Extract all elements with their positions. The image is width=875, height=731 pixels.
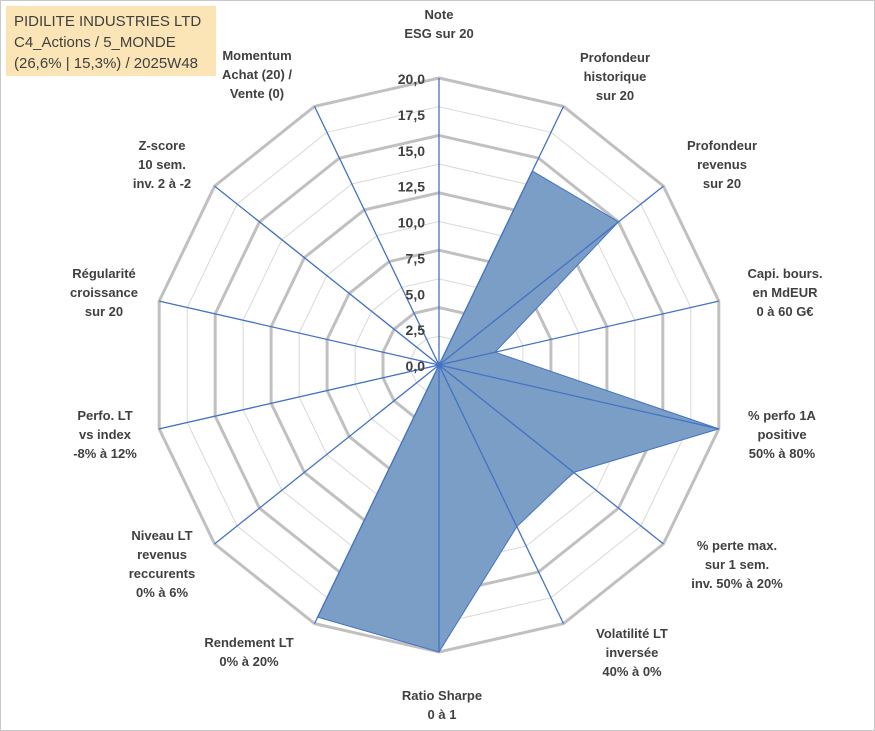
tick-label: 5,0	[406, 286, 426, 302]
axis-label-line: Achat (20) /	[222, 67, 292, 82]
axis-label: % perte max. sur 1 sem. inv. 50% à 20%	[691, 538, 783, 591]
axis-label: Profondeur revenus sur 20	[687, 138, 757, 191]
axis-spoke	[438, 364, 664, 545]
axis-label-line: % perte max.	[697, 538, 777, 553]
axis-label-line: vs index	[79, 427, 132, 442]
tick-label: 10,0	[398, 215, 425, 231]
axis-label-line: 0 à 60 G€	[756, 304, 813, 319]
axis-label: % perfo 1A positive 50% à 80%	[748, 408, 817, 461]
axis-label-line: Vente (0)	[230, 86, 284, 101]
axis-spoke	[438, 364, 565, 624]
axis-label-line: Momentum	[222, 48, 291, 63]
company-name: PIDILITE INDUSTRIES LTD	[14, 13, 202, 30]
axis-label-line: 50% à 80%	[749, 446, 816, 461]
axis-spoke	[438, 185, 664, 366]
axis-label-line: 40% à 0%	[602, 664, 662, 679]
radar-axis-labels: Note ESG sur 20 Profondeur historique sur 20…	[70, 7, 823, 722]
axis-label-line: 0% à 6%	[136, 585, 188, 600]
axis-label-line: ESG sur 20	[404, 26, 473, 41]
axis-label: Profondeur historique sur 20	[580, 50, 650, 103]
tick-label: 20,0	[398, 71, 425, 87]
axis-label-line: en MdEUR	[753, 285, 819, 300]
axis-spoke	[214, 364, 440, 545]
tick-label: 15,0	[398, 143, 425, 159]
axis-label-line: 10 sem.	[138, 157, 186, 172]
axis-label: Régularité croissance sur 20	[70, 266, 138, 319]
axis-label: Rendement LT 0% à 20%	[204, 635, 293, 669]
axis-label-line: 0 à 1	[428, 707, 457, 722]
tick-label: 12,5	[398, 179, 425, 195]
axis-spoke	[159, 300, 440, 366]
portfolio-category: C4_Actions / 5_MONDE	[14, 34, 176, 51]
axis-label-line: positive	[757, 427, 806, 442]
score-period: (26,6% | 15,3%) / 2025W48	[14, 55, 198, 72]
axis-label-line: Rendement LT	[204, 635, 293, 650]
axis-label-line: Note	[425, 7, 454, 22]
axis-label-line: inversée	[606, 645, 659, 660]
axis-label-line: reccurents	[129, 566, 195, 581]
axis-spoke	[313, 364, 440, 624]
axis-spoke	[438, 300, 719, 366]
axis-spoke	[313, 106, 440, 366]
axis-spoke	[438, 106, 565, 366]
axis-spoke	[438, 364, 719, 430]
axis-label: Volatilité LT inversée 40% à 0%	[596, 626, 668, 679]
axis-label: Capi. bours. en MdEUR 0 à 60 G€	[747, 266, 822, 319]
axis-label-line: Perfo. LT	[77, 408, 132, 423]
axis-label-line: sur 20	[703, 176, 741, 191]
axis-spoke	[159, 364, 440, 430]
axis-label-line: Capi. bours.	[747, 266, 822, 281]
axis-label-line: inv. 2 à -2	[133, 176, 191, 191]
axis-label-line: -8% à 12%	[73, 446, 137, 461]
axis-label-line: inv. 50% à 20%	[691, 576, 783, 591]
tick-label: 17,5	[398, 107, 425, 123]
axis-label-line: Volatilité LT	[596, 626, 668, 641]
radar-tick-labels: 0,0 2,5 5,0 7,5 10,0 12,5 15,0 17,5 20,0	[398, 71, 425, 374]
axis-spoke	[214, 185, 440, 366]
radar-spokes	[159, 78, 719, 652]
axis-label-line: sur 1 sem.	[705, 557, 769, 572]
axis-label-line: sur 20	[596, 88, 634, 103]
axis-label-line: 0% à 20%	[219, 654, 279, 669]
axis-label: Z-score 10 sem. inv. 2 à -2	[133, 138, 191, 191]
axis-label-line: historique	[584, 69, 647, 84]
axis-label: Note ESG sur 20	[404, 7, 473, 41]
tick-label: 2,5	[406, 322, 426, 338]
axis-label-line: % perfo 1A	[748, 408, 817, 423]
axis-label: Niveau LT revenus reccurents 0% à 6%	[129, 528, 195, 600]
axis-label-line: croissance	[70, 285, 138, 300]
axis-label-line: Z-score	[139, 138, 186, 153]
axis-label-line: Régularité	[72, 266, 136, 281]
axis-label: Perfo. LT vs index -8% à 12%	[73, 408, 137, 461]
axis-label: Ratio Sharpe 0 à 1	[402, 688, 482, 722]
tick-label: 0,0	[406, 358, 426, 374]
axis-label-line: Profondeur	[580, 50, 650, 65]
axis-label-line: Niveau LT	[131, 528, 192, 543]
axis-label-line: Ratio Sharpe	[402, 688, 482, 703]
axis-label-line: revenus	[137, 547, 187, 562]
axis-label-line: sur 20	[85, 304, 123, 319]
axis-label-line: revenus	[697, 157, 747, 172]
axis-label-line: Profondeur	[687, 138, 757, 153]
chart-title-box: PIDILITE INDUSTRIES LTD C4_Actions / 5_M…	[6, 6, 216, 76]
tick-label: 7,5	[406, 250, 426, 266]
axis-label: Momentum Achat (20) / Vente (0)	[222, 48, 292, 101]
